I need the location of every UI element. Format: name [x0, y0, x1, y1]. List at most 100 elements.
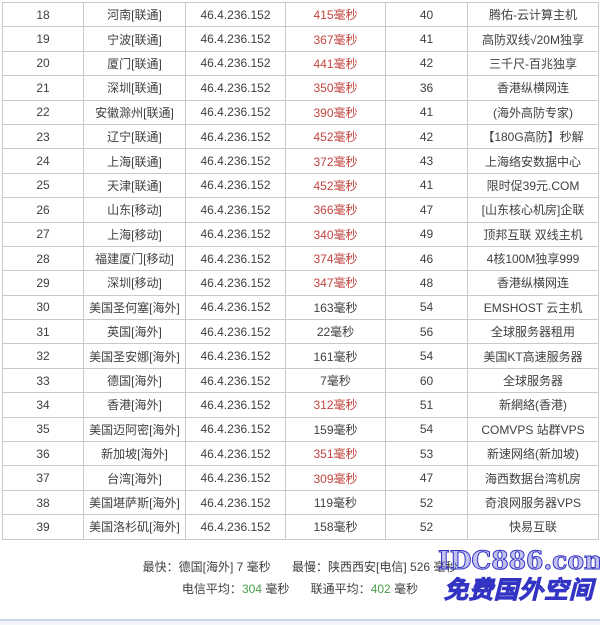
ip-address: 46.4.236.152	[185, 441, 286, 467]
ip-address: 46.4.236.152	[185, 99, 286, 125]
sponsor-link[interactable]: EMSHOST 云主机	[467, 294, 599, 321]
response-time: 22毫秒	[285, 319, 386, 345]
response-time: 452毫秒	[285, 172, 386, 199]
node-location: 新加坡[海外]	[83, 441, 186, 467]
ttl-value: 42	[385, 123, 468, 150]
node-location: 宁波[联通]	[83, 26, 186, 52]
sponsor-link[interactable]: [山东核心机房]企联	[467, 197, 599, 223]
node-location: 美国圣安娜[海外]	[83, 343, 186, 369]
table-row: 39 美国洛杉矶[海外] 46.4.236.152 158毫秒 52 快易互联	[2, 514, 599, 540]
telecom-average-unit: 毫秒	[265, 581, 290, 596]
fastest-group: 最快：德国[海外] 7 毫秒	[143, 560, 271, 574]
sponsor-link[interactable]: 香港纵横网连	[467, 75, 599, 101]
table-row: 36 新加坡[海外] 46.4.236.152 351毫秒 53 新速网络(新加坡)	[2, 441, 599, 467]
row-index: 28	[2, 245, 84, 272]
sponsor-link[interactable]: 限时促39元.COM	[467, 172, 599, 199]
sponsor-link[interactable]: 顶邦互联 双线主机	[467, 221, 599, 247]
sponsor-link[interactable]: 4核100M独享999	[467, 245, 599, 272]
sponsor-link[interactable]: 全球服务器	[467, 367, 599, 394]
node-location: 河南[联通]	[83, 1, 186, 28]
response-time: 351毫秒	[285, 441, 386, 467]
node-location: 美国堪萨斯[海外]	[83, 489, 186, 516]
row-index: 35	[2, 416, 84, 443]
node-location: 英国[海外]	[83, 319, 186, 345]
table-row: 19 宁波[联通] 46.4.236.152 367毫秒 41 高防双线√20M独享	[2, 26, 599, 52]
table-row: 30 美国圣何塞[海外] 46.4.236.152 163毫秒 54 EMSHOST 云主…	[2, 294, 599, 321]
response-time: 7毫秒	[285, 367, 386, 394]
row-index: 27	[2, 221, 84, 247]
table-row: 24 上海[联通] 46.4.236.152 372毫秒 43 上海络安数据中心	[2, 148, 599, 174]
ttl-value: 54	[385, 294, 468, 321]
sponsor-link[interactable]: 奇浪网服务器VPS	[467, 489, 599, 516]
summary-line-averages: 电信平均：304 毫秒 联通平均：402 毫秒	[0, 578, 600, 600]
node-location: 深圳[移动]	[83, 270, 186, 296]
response-time: 161毫秒	[285, 343, 386, 369]
node-location: 香港[海外]	[83, 392, 186, 418]
telecom-average-value: 304	[241, 581, 262, 596]
slowest-group: 最慢：陕西西安[电信] 526 毫秒	[292, 560, 457, 574]
row-index: 37	[2, 465, 84, 491]
sponsor-link[interactable]: 高防双线√20M独享	[467, 26, 599, 52]
sponsor-link[interactable]: 海西数据台湾机房	[467, 465, 599, 491]
ttl-value: 54	[385, 343, 468, 369]
ttl-value: 47	[385, 197, 468, 223]
sponsor-link[interactable]: 三千尺-百兆独享	[467, 50, 599, 77]
ttl-value: 42	[385, 50, 468, 77]
table-row: 31 英国[海外] 46.4.236.152 22毫秒 56 全球服务器租用	[2, 319, 599, 345]
ip-address: 46.4.236.152	[185, 489, 286, 516]
ttl-value: 36	[385, 75, 468, 101]
table-row: 22 安徽滁州[联通] 46.4.236.152 390毫秒 41 (海外高防专家)	[2, 99, 599, 125]
fastest-value: 德国[海外] 7 毫秒	[178, 559, 271, 574]
sponsor-link[interactable]: 全球服务器租用	[467, 319, 599, 345]
sponsor-link[interactable]: 美国KT高速服务器	[467, 343, 599, 369]
sponsor-link[interactable]: 腾佑-云计算主机	[467, 1, 599, 28]
slowest-value: 陕西西安[电信] 526 毫秒	[328, 559, 458, 574]
row-index: 29	[2, 270, 84, 296]
telecom-average-label: 电信平均：	[181, 581, 242, 596]
ping-results-table: 18 河南[联通] 46.4.236.152 415毫秒 40 腾佑-云计算主机 19 宁波[…	[2, 1, 599, 540]
table-row: 26 山东[移动] 46.4.236.152 366毫秒 47 [山东核心机房]企联	[2, 197, 599, 223]
table-row: 28 福建厦门[移动] 46.4.236.152 374毫秒 46 4核100M独享999	[2, 245, 599, 272]
row-index: 26	[2, 197, 84, 223]
table-row: 20 厦门[联通] 46.4.236.152 441毫秒 42 三千尺-百兆独享	[2, 50, 599, 77]
ip-address: 46.4.236.152	[185, 367, 286, 394]
sponsor-link[interactable]: COMVPS 站群VPS	[467, 416, 599, 443]
unicom-average-label: 联通平均：	[310, 581, 371, 596]
sponsor-link[interactable]: 【180G高防】秒解	[467, 123, 599, 150]
summary-footer: 最快：德国[海外] 7 毫秒 最慢：陕西西安[电信] 526 毫秒 电信平均：3…	[0, 556, 600, 600]
node-location: 安徽滁州[联通]	[83, 99, 186, 125]
row-index: 24	[2, 148, 84, 174]
ip-address: 46.4.236.152	[185, 294, 286, 321]
ttl-value: 40	[385, 1, 468, 28]
row-index: 36	[2, 441, 84, 467]
sponsor-link[interactable]: 新網絡(香港)	[467, 392, 599, 418]
sponsor-link[interactable]: 香港纵横网连	[467, 270, 599, 296]
row-index: 25	[2, 172, 84, 199]
response-time: 367毫秒	[285, 26, 386, 52]
unicom-average-value: 402	[370, 581, 391, 596]
ping-results-body: 18 河南[联通] 46.4.236.152 415毫秒 40 腾佑-云计算主机 19 宁波[…	[2, 1, 599, 540]
table-row: 18 河南[联通] 46.4.236.152 415毫秒 40 腾佑-云计算主机	[2, 1, 599, 28]
sponsor-link[interactable]: (海外高防专家)	[467, 99, 599, 125]
ip-address: 46.4.236.152	[185, 319, 286, 345]
ttl-value: 54	[385, 416, 468, 443]
ttl-value: 46	[385, 245, 468, 272]
response-time: 158毫秒	[285, 514, 386, 540]
response-time: 347毫秒	[285, 270, 386, 296]
sponsor-link[interactable]: 新速网络(新加坡)	[467, 441, 599, 467]
node-location: 上海[移动]	[83, 221, 186, 247]
row-index: 21	[2, 75, 84, 101]
ip-address: 46.4.236.152	[185, 416, 286, 443]
fastest-label: 最快：	[142, 559, 179, 574]
sponsor-link[interactable]: 快易互联	[467, 514, 599, 540]
sponsor-link[interactable]: 上海络安数据中心	[467, 148, 599, 174]
ttl-value: 52	[385, 514, 468, 540]
ip-address: 46.4.236.152	[185, 50, 286, 77]
response-time: 163毫秒	[285, 294, 386, 321]
node-location: 德国[海外]	[83, 367, 186, 394]
row-index: 18	[2, 1, 84, 28]
node-location: 辽宁[联通]	[83, 123, 186, 150]
ip-address: 46.4.236.152	[185, 221, 286, 247]
row-index: 38	[2, 489, 84, 516]
node-location: 台湾[海外]	[83, 465, 186, 491]
